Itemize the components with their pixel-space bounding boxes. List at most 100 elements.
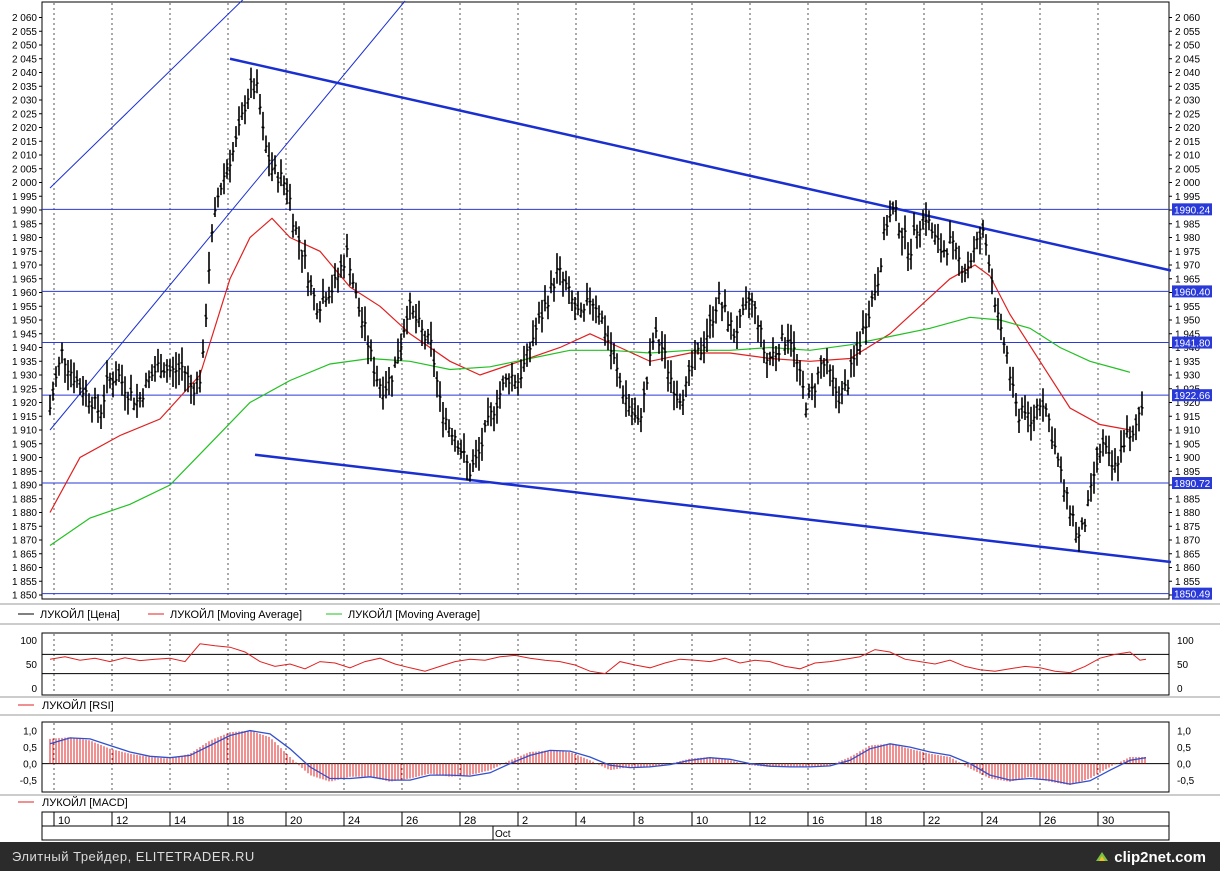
price-tick-label-left: 1 900 bbox=[12, 453, 37, 464]
price-tick-label-right: 1 985 bbox=[1175, 219, 1200, 230]
price-legend: ЛУКОЙЛ [Цена] ЛУКОЙЛ [Moving Average] ЛУКО… bbox=[0, 603, 1220, 625]
price-tick-label-left: 1 855 bbox=[12, 577, 37, 588]
price-tick-label-right: 1 915 bbox=[1175, 412, 1200, 423]
price-tick-label-right: 1 980 bbox=[1175, 233, 1200, 244]
macd-tick-label-left: -0,5 bbox=[20, 776, 38, 787]
price-tick-label-left: 2 045 bbox=[12, 54, 37, 65]
price-tick-label-right: 1 975 bbox=[1175, 247, 1200, 258]
price-tick-label-right: 1 855 bbox=[1175, 577, 1200, 588]
date-tick-label: 26 bbox=[1044, 815, 1056, 827]
level-label-box bbox=[1172, 477, 1212, 490]
macd-tick-label-right: 0,5 bbox=[1177, 743, 1191, 754]
level-label: 1890.72 bbox=[1174, 479, 1211, 490]
rsi-tick-label-right: 50 bbox=[1177, 660, 1189, 671]
level-label: 1941.80 bbox=[1174, 339, 1211, 350]
rsi-tick-label-left: 0 bbox=[31, 684, 37, 695]
price-tick-label-left: 1 945 bbox=[12, 329, 37, 340]
macd-panel: 1,0 1,0 0,5 0,5 0,0 0,0 -0,5 -0,5 ЛУКОЙЛ [MACD] bbox=[0, 721, 1220, 809]
price-tick-label-left: 1 890 bbox=[12, 481, 37, 492]
date-tick-label: 12 bbox=[116, 815, 128, 827]
price-tick-label-left: 2 035 bbox=[12, 82, 37, 93]
price-tick-label-right: 2 050 bbox=[1175, 41, 1200, 52]
price-tick-label-left: 1 870 bbox=[12, 536, 37, 547]
price-tick-label-right: 1 995 bbox=[1175, 192, 1200, 203]
level-label: 1990.24 bbox=[1174, 205, 1211, 216]
price-tick-label-right: 2 020 bbox=[1175, 123, 1200, 134]
level-label: 1922.66 bbox=[1174, 391, 1211, 402]
date-tick-label: 22 bbox=[928, 815, 940, 827]
price-tick-label-right: 1 905 bbox=[1175, 439, 1200, 450]
price-tick-label-right: 1 935 bbox=[1175, 357, 1200, 368]
level-label-box bbox=[1172, 203, 1212, 216]
price-tick-label-right: 2 055 bbox=[1175, 27, 1200, 38]
rsi-tick-label-right: 100 bbox=[1177, 636, 1194, 647]
price-tick-label-right: 2 015 bbox=[1175, 137, 1200, 148]
clip2net-icon bbox=[1096, 852, 1109, 861]
macd-tick-label-right: 1,0 bbox=[1177, 727, 1191, 738]
date-tick-label: 24 bbox=[986, 815, 998, 827]
price-tick-label-right: 1 865 bbox=[1175, 549, 1200, 560]
footer-text: Элитный Трейдер, ELITETRADER.RU bbox=[12, 849, 255, 864]
rsi-tick-label-left: 100 bbox=[20, 636, 37, 647]
level-label-box bbox=[1172, 336, 1212, 349]
price-tick-label-left: 1 960 bbox=[12, 288, 37, 299]
price-tick-label-left: 2 050 bbox=[12, 41, 37, 52]
price-tick-label-right: 1 895 bbox=[1175, 467, 1200, 478]
price-tick-label-right: 2 005 bbox=[1175, 164, 1200, 175]
price-tick-label-left: 1 965 bbox=[12, 274, 37, 285]
date-tick-label: 18 bbox=[232, 815, 244, 827]
price-tick-label-left: 1 860 bbox=[12, 563, 37, 574]
rsi-frame bbox=[41, 632, 1170, 696]
footer-bar: Элитный Трейдер, ELITETRADER.RU clip2net… bbox=[0, 842, 1220, 871]
legend-label: ЛУКОЙЛ [Moving Average] bbox=[170, 608, 302, 621]
price-tick-label-right: 1 880 bbox=[1175, 508, 1200, 519]
price-tick-label-right: 1 945 bbox=[1175, 329, 1200, 340]
price-tick-label-left: 1 850 bbox=[12, 591, 37, 602]
date-tick-label: 30 bbox=[1102, 815, 1114, 827]
date-tick-label: 18 bbox=[870, 815, 882, 827]
price-frame bbox=[41, 1, 1170, 600]
rsi-legend-label: ЛУКОЙЛ [RSI] bbox=[42, 699, 114, 712]
date-tick-label: 26 bbox=[406, 815, 418, 827]
price-tick-label-right: 1 965 bbox=[1175, 274, 1200, 285]
macd-histogram bbox=[49, 730, 1146, 785]
price-tick-label-right: 2 040 bbox=[1175, 68, 1200, 79]
trend-line bbox=[254, 453, 1172, 564]
date-tick-label: 20 bbox=[290, 815, 302, 827]
price-tick-label-left: 2 005 bbox=[12, 164, 37, 175]
rsi-tick-label-right: 0 bbox=[1177, 684, 1183, 695]
price-tick-label-left: 1 925 bbox=[12, 384, 37, 395]
price-tick-label-right: 1 930 bbox=[1175, 371, 1200, 382]
trend-line bbox=[49, 0, 406, 431]
price-tick-label-right: 2 000 bbox=[1175, 178, 1200, 189]
price-tick-label-left: 1 950 bbox=[12, 316, 37, 327]
price-tick-label-left: 1 970 bbox=[12, 261, 37, 272]
level-label-box bbox=[1172, 389, 1212, 402]
date-tick-label: 10 bbox=[58, 815, 70, 827]
macd-legend-label: ЛУКОЙЛ [MACD] bbox=[42, 796, 128, 809]
trend-line bbox=[229, 57, 1172, 272]
price-tick-label-left: 2 040 bbox=[12, 68, 37, 79]
clip2net-text: clip2net.com bbox=[1114, 848, 1206, 866]
price-tick-label-right: 1 955 bbox=[1175, 302, 1200, 313]
price-tick-label-left: 2 015 bbox=[12, 137, 37, 148]
price-tick-label-left: 1 875 bbox=[12, 522, 37, 533]
price-tick-label-left: 2 000 bbox=[12, 178, 37, 189]
price-tick-label-left: 2 030 bbox=[12, 96, 37, 107]
macd-tick-label-left: 1,0 bbox=[23, 727, 37, 738]
price-tick-label-left: 2 020 bbox=[12, 123, 37, 134]
level-label: 1850.49 bbox=[1174, 590, 1211, 601]
price-tick-label-right: 2 060 bbox=[1175, 13, 1200, 24]
legend-label: ЛУКОЙЛ [Цена] bbox=[40, 608, 120, 621]
price-tick-label-right: 2 045 bbox=[1175, 54, 1200, 65]
price-tick-label-right: 1 970 bbox=[1175, 261, 1200, 272]
date-tick-label: 2 bbox=[522, 815, 528, 827]
price-tick-label-left: 1 975 bbox=[12, 247, 37, 258]
price-tick-label-right: 2 010 bbox=[1175, 151, 1200, 162]
date-tick-label: 16 bbox=[812, 815, 824, 827]
rsi-tick-label-left: 50 bbox=[26, 660, 38, 671]
price-tick-label-right: 1 900 bbox=[1175, 453, 1200, 464]
legend-label: ЛУКОЙЛ [Moving Average] bbox=[348, 608, 480, 621]
price-tick-label-left: 2 010 bbox=[12, 151, 37, 162]
